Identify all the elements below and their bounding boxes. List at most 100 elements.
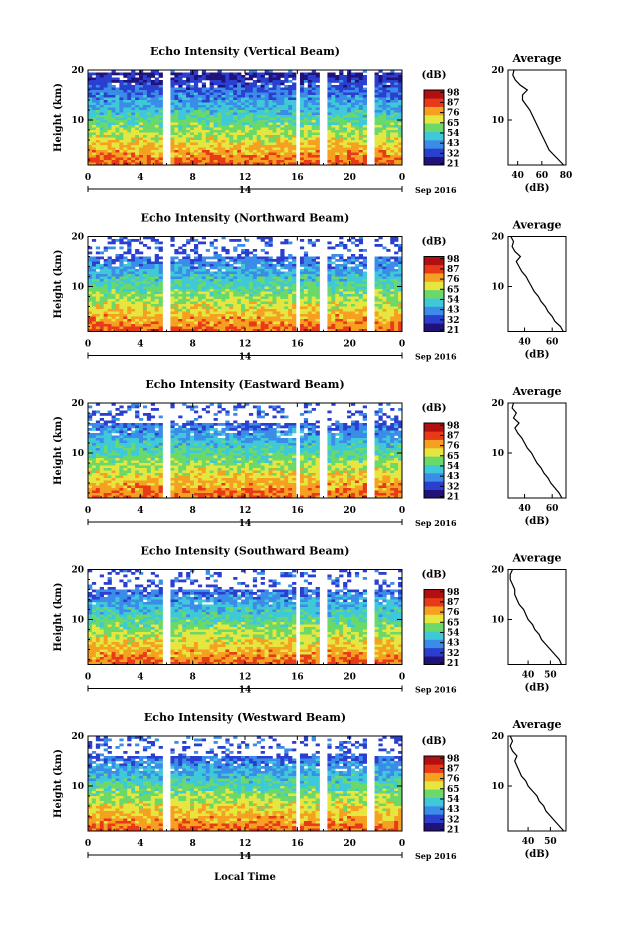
heatmap-cell [245,135,249,138]
heatmap-cell [276,259,280,262]
heatmap-cell [174,158,178,161]
heatmap-cell [202,312,206,315]
heatmap-cell [355,118,359,121]
heatmap-cell [119,297,123,300]
heatmap-cell [386,95,390,98]
heatmap-cell [284,307,288,310]
heatmap-cell [288,115,292,118]
heatmap-cell [308,160,312,163]
heatmap-cell [135,284,139,287]
heatmap-cell [378,95,382,98]
heatmap-cell [272,327,276,330]
heatmap-cell [178,153,182,156]
heatmap-cell [276,83,280,86]
heatmap-cell [127,98,131,101]
heatmap-cell [119,294,123,297]
heatmap-cell [292,284,296,287]
heatmap-cell [182,279,186,282]
heatmap-cell [186,135,190,138]
heatmap-cell [269,93,273,96]
heatmap-cell [304,254,308,257]
heatmap-cell [288,158,292,161]
heatmap-cell [257,267,261,270]
heatmap-cell [343,80,347,83]
heatmap-cell [194,123,198,126]
heatmap-cell [131,118,135,121]
heatmap-cell [300,239,304,242]
heatmap-cell [327,130,331,133]
heatmap-cell [233,103,237,106]
heatmap-cell [343,150,347,153]
heatmap-cell [159,327,163,330]
heatmap-cell [218,130,222,133]
heatmap-cell [96,279,100,282]
heatmap-cell [112,322,116,325]
heatmap-cell [202,307,206,310]
heatmap-cell [382,327,386,330]
heatmap-cell [96,294,100,297]
heatmap-cell [241,143,245,146]
heatmap-cell [375,262,379,265]
heatmap-cell [378,75,382,78]
heatmap-cell [233,130,237,133]
heatmap-cell [104,259,108,262]
heatmap-cell [135,282,139,285]
heatmap-cell [386,98,390,101]
heatmap-cell [249,292,253,295]
heatmap-cell [131,140,135,143]
heatmap-cell [351,267,355,270]
heatmap-cell [257,88,261,91]
heatmap-cell [96,108,100,111]
heatmap-cell [394,103,398,106]
heatmap-cell [276,289,280,292]
heatmap-cell [359,148,363,151]
heatmap-cell [112,272,116,275]
heatmap-cell [339,244,343,247]
heatmap-cell [159,133,163,136]
heatmap-cell [316,80,320,83]
heatmap-cell [190,108,194,111]
heatmap-cell [363,90,367,93]
heatmap-cell [186,78,190,81]
heatmap-cell [312,302,316,305]
heatmap-cell [382,269,386,272]
heatmap-cell [288,153,292,156]
heatmap-cell [135,257,139,260]
heatmap-cell [170,118,174,121]
heatmap-cell [198,113,202,116]
heatmap-cell [241,249,245,252]
heatmap-cell [288,110,292,113]
heatmap-cell [186,83,190,86]
heatmap-cell [300,88,304,91]
heatmap-cell [316,90,320,93]
heatmap-cell [312,85,316,88]
heatmap-cell [335,304,339,307]
heatmap-cell [394,130,398,133]
heatmap-cell [245,269,249,272]
heatmap-cell [363,292,367,295]
heatmap-cell [206,279,210,282]
heatmap-cell [143,272,147,275]
heatmap-cell [335,319,339,322]
heatmap-cell [241,282,245,285]
heatmap-cell [351,90,355,93]
heatmap-cell [265,113,269,116]
heatmap-cell [237,327,241,330]
heatmap-cell [304,98,308,101]
heatmap-cell [127,150,131,153]
heatmap-cell [190,88,194,91]
heatmap-cell [147,327,151,330]
heatmap-cell [351,319,355,322]
heatmap-cell [276,115,280,118]
heatmap-cell [229,309,233,312]
heatmap-cell [170,272,174,275]
heatmap-cell [257,324,261,327]
heatmap-cell [280,80,284,83]
heatmap-cell [214,123,218,126]
heatmap-cell [96,125,100,128]
heatmap-cell [108,143,112,146]
heatmap-cell [253,75,257,78]
heatmap-cell [182,150,186,153]
heatmap-cell [198,322,202,325]
heatmap-cell [386,249,390,252]
